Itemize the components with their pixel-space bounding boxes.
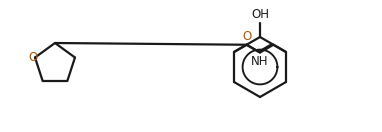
Text: NH: NH	[251, 55, 268, 67]
Text: O: O	[242, 30, 251, 43]
Text: O: O	[28, 51, 37, 64]
Text: OH: OH	[251, 8, 269, 22]
